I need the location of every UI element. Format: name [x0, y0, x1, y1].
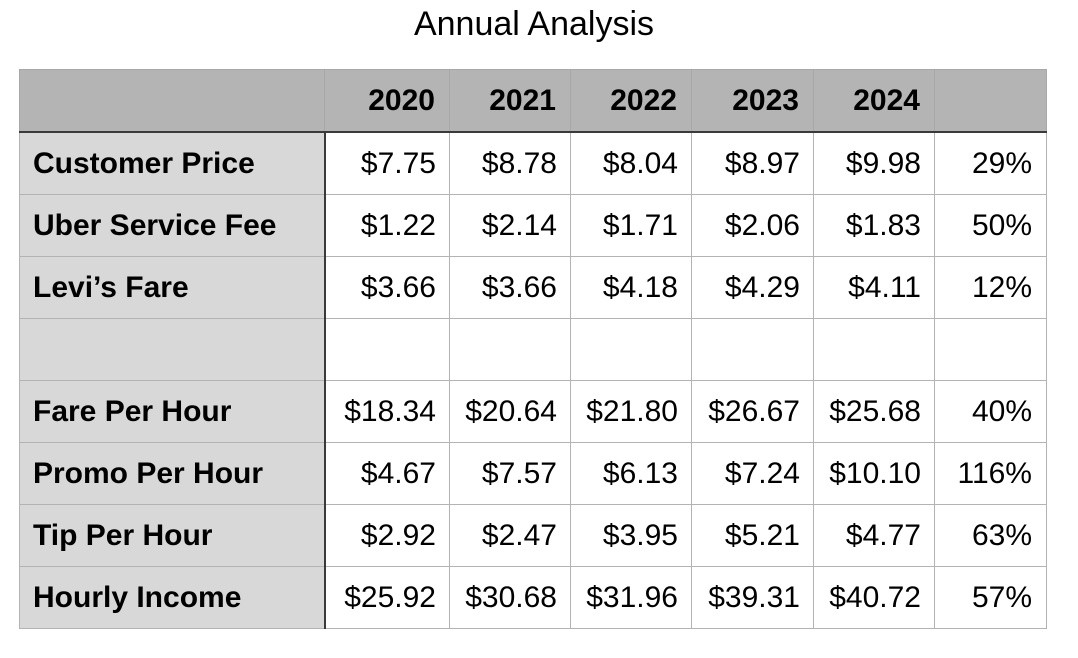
change-cell [934, 318, 1047, 381]
change-cell: 63% [934, 504, 1047, 567]
value-cell: $2.47 [449, 504, 571, 567]
value-cell: $2.92 [324, 504, 450, 567]
table-body: Customer Price $7.75 $8.78 $8.04 $8.97 $9.98 2… [19, 131, 1047, 629]
row-label: Tip Per Hour [19, 504, 326, 567]
analysis-table: 2020 2021 2022 2023 2024 Customer Price $… [19, 69, 1047, 629]
table-row [19, 318, 1047, 381]
row-label: Promo Per Hour [19, 442, 326, 505]
value-cell: $4.29 [691, 256, 814, 319]
table-row: Uber Service Fee $1.22 $2.14 $1.71 $2.06 $1.8… [19, 194, 1047, 257]
value-cell: $25.92 [324, 566, 450, 629]
table-row: Hourly Income $25.92 $30.68 $31.96 $39.31 $40… [19, 566, 1047, 629]
value-cell: $4.67 [324, 442, 450, 505]
value-cell: $26.67 [691, 380, 814, 443]
value-cell: $1.71 [570, 194, 692, 257]
value-cell: $4.11 [813, 256, 935, 319]
value-cell [691, 318, 814, 381]
value-cell: $21.80 [570, 380, 692, 443]
value-cell: $4.77 [813, 504, 935, 567]
value-cell: $7.57 [449, 442, 571, 505]
row-label: Customer Price [19, 131, 326, 195]
change-cell: 12% [934, 256, 1047, 319]
value-cell: $3.66 [324, 256, 450, 319]
header-cell: 2021 [449, 69, 571, 133]
value-cell: $3.66 [449, 256, 571, 319]
table-row: Tip Per Hour $2.92 $2.47 $3.95 $5.21 $4.77 63% [19, 504, 1047, 567]
value-cell: $18.34 [324, 380, 450, 443]
value-cell [813, 318, 935, 381]
row-label: Levi’s Fare [19, 256, 326, 319]
change-cell: 29% [934, 131, 1047, 195]
table-row: Fare Per Hour $18.34 $20.64 $21.80 $26.67 $25… [19, 380, 1047, 443]
row-label: Uber Service Fee [19, 194, 326, 257]
header-cell: 2023 [691, 69, 814, 133]
value-cell: $31.96 [570, 566, 692, 629]
table-row: Promo Per Hour $4.67 $7.57 $6.13 $7.24 $10.10… [19, 442, 1047, 505]
change-cell: 57% [934, 566, 1047, 629]
value-cell [570, 318, 692, 381]
value-cell: $9.98 [813, 131, 935, 195]
value-cell: $5.21 [691, 504, 814, 567]
value-cell: $1.22 [324, 194, 450, 257]
row-label: Fare Per Hour [19, 380, 326, 443]
header-cell: 2024 [813, 69, 935, 133]
header-cell: 2022 [570, 69, 692, 133]
value-cell: $8.04 [570, 131, 692, 195]
header-cell [19, 69, 325, 133]
value-cell: $25.68 [813, 380, 935, 443]
value-cell: $10.10 [813, 442, 935, 505]
value-cell: $20.64 [449, 380, 571, 443]
value-cell: $3.95 [570, 504, 692, 567]
header-cell: 2020 [324, 69, 450, 133]
value-cell: $8.97 [691, 131, 814, 195]
header-row: 2020 2021 2022 2023 2024 [19, 69, 1047, 133]
value-cell: $7.24 [691, 442, 814, 505]
change-cell: 50% [934, 194, 1047, 257]
value-cell: $8.78 [449, 131, 571, 195]
value-cell: $7.75 [324, 131, 450, 195]
value-cell: $2.06 [691, 194, 814, 257]
value-cell: $4.18 [570, 256, 692, 319]
value-cell [324, 318, 450, 381]
header-cell [934, 69, 1047, 133]
row-label: Hourly Income [19, 566, 326, 629]
value-cell [449, 318, 571, 381]
row-label [19, 318, 326, 381]
value-cell: $6.13 [570, 442, 692, 505]
value-cell: $2.14 [449, 194, 571, 257]
change-cell: 40% [934, 380, 1047, 443]
value-cell: $1.83 [813, 194, 935, 257]
chart-title: Annual Analysis [413, 5, 655, 43]
value-cell: $40.72 [813, 566, 935, 629]
change-cell: 116% [934, 442, 1047, 505]
table-row: Customer Price $7.75 $8.78 $8.04 $8.97 $9.98 2… [19, 131, 1047, 195]
value-cell: $30.68 [449, 566, 571, 629]
value-cell: $39.31 [691, 566, 814, 629]
table-row: Levi’s Fare $3.66 $3.66 $4.18 $4.29 $4.11 12% [19, 256, 1047, 319]
